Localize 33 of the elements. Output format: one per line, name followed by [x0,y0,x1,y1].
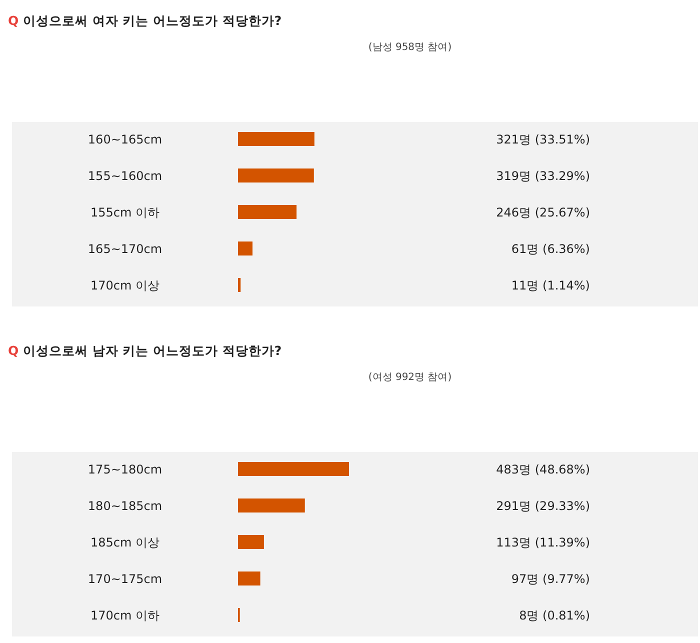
bar [238,535,264,549]
data-label: 113명 (11.39%) [496,536,590,550]
y-tick-label: 155~160cm [88,169,162,183]
data-label: 291명 (29.33%) [496,499,590,513]
y-tick-label: 180~185cm [88,499,162,513]
chart-title: Q 이성으로써 여자 키는 어느정도가 적당한가? [8,13,282,28]
y-tick-label: 170cm 이상 [90,278,160,292]
bar [238,572,260,586]
y-tick-label: 175~180cm [88,462,162,476]
text: (남성 958명 참여) [368,42,452,53]
bar [238,278,241,292]
data-label: 11명 (1.14%) [511,278,590,292]
y-tick-label: 170cm 이하 [90,608,160,622]
data-label: 319명 (33.29%) [496,169,590,183]
y-tick-label: 165~170cm [88,242,162,256]
bar [238,132,314,146]
data-label: 483명 (48.68%) [496,462,590,476]
data-label: 97명 (9.77%) [511,572,590,586]
data-label: 61명 (6.36%) [511,242,590,256]
y-tick-label: 155cm 이하 [90,206,160,220]
data-label: 8명 (0.81%) [519,608,590,622]
text: (여성 992명 참여) [368,372,452,383]
chart-title: Q 이성으로써 남자 키는 어느정도가 적당한가? [8,343,282,358]
bar [238,498,305,512]
bar [238,168,314,182]
bar [238,205,297,219]
y-tick-label: 170~175cm [88,572,162,586]
bar [238,462,349,476]
data-label: 321명 (33.51%) [496,132,590,146]
y-tick-label: 160~165cm [88,132,162,146]
data-label: 246명 (25.67%) [496,206,590,220]
bar [238,242,252,256]
y-tick-label: 185cm 이상 [90,536,160,550]
